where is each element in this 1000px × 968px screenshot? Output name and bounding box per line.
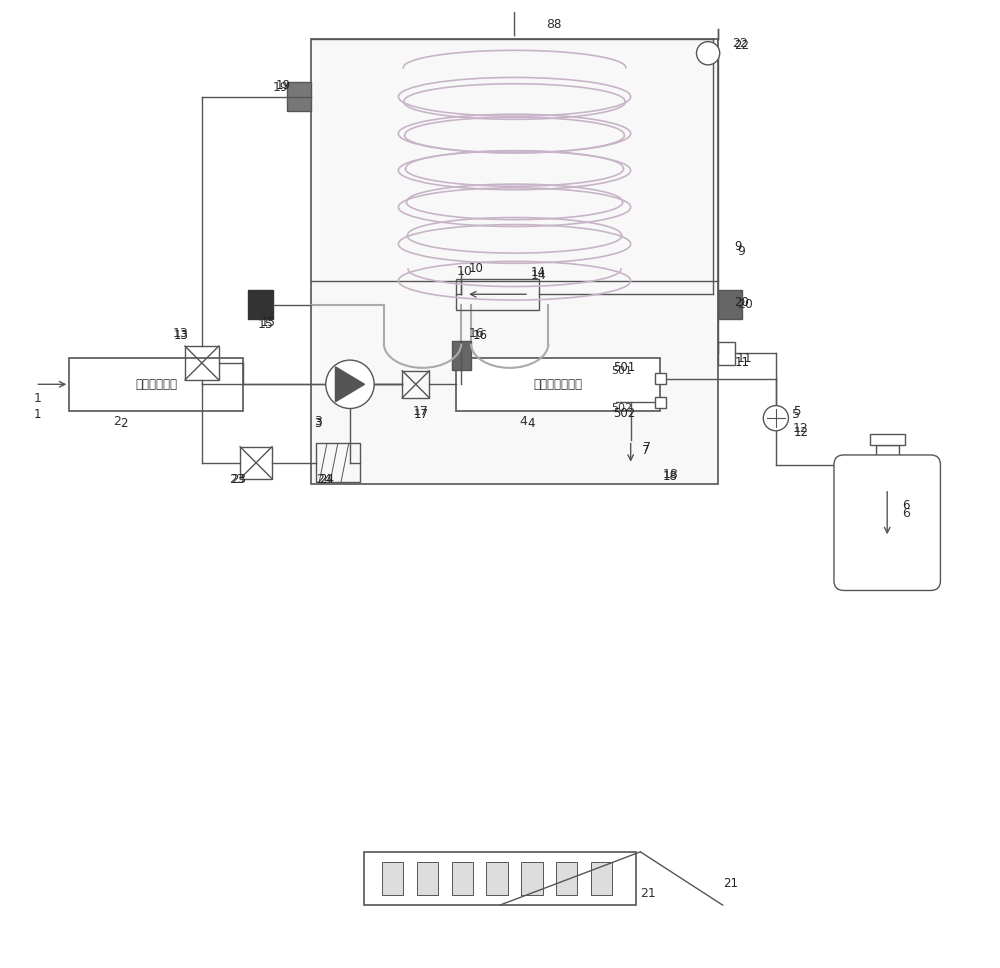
Text: 14: 14 [531, 266, 546, 280]
Bar [240, 446, 272, 478]
Text: 22: 22 [732, 37, 748, 50]
Text: 11: 11 [734, 356, 749, 370]
Text: 2: 2 [121, 417, 128, 431]
Text: 17: 17 [414, 408, 429, 421]
Circle shape [326, 360, 374, 408]
Text: 8: 8 [553, 17, 561, 31]
Text: 17: 17 [413, 405, 429, 418]
Text: 21: 21 [723, 877, 738, 891]
Text: 9: 9 [734, 240, 742, 254]
Bar [452, 341, 471, 370]
Text: 2: 2 [113, 414, 121, 428]
Text: 20: 20 [737, 298, 753, 312]
Text: 23: 23 [229, 472, 245, 486]
Bar [556, 862, 577, 895]
Bar [382, 862, 403, 895]
Bar [655, 397, 666, 408]
Bar [185, 346, 219, 379]
Bar [456, 358, 660, 411]
Text: 16: 16 [469, 327, 485, 341]
Bar [452, 862, 473, 895]
Bar [69, 358, 243, 411]
Text: 24: 24 [316, 472, 332, 486]
Text: 5: 5 [792, 408, 800, 421]
Text: 18: 18 [663, 469, 677, 483]
Text: 3: 3 [314, 417, 322, 431]
Text: 16: 16 [473, 329, 488, 343]
Text: 501: 501 [613, 361, 636, 375]
Text: 23: 23 [231, 472, 246, 486]
Text: 9: 9 [737, 245, 745, 258]
Bar [417, 862, 438, 895]
Text: 19: 19 [275, 78, 290, 92]
Circle shape [763, 406, 788, 431]
Bar [591, 862, 612, 895]
Bar [402, 371, 429, 398]
FancyBboxPatch shape [834, 455, 940, 590]
Bar [718, 290, 742, 319]
Bar [655, 373, 666, 384]
Text: 24: 24 [319, 472, 334, 486]
Text: 1: 1 [33, 408, 41, 421]
Text: 13: 13 [174, 329, 189, 343]
Bar [486, 862, 508, 895]
Polygon shape [335, 367, 364, 402]
Text: 4: 4 [519, 414, 527, 428]
Text: 502: 502 [613, 407, 636, 420]
Bar [870, 434, 905, 445]
Text: 20: 20 [734, 295, 749, 309]
Text: 6: 6 [902, 506, 910, 520]
Text: 3: 3 [314, 414, 322, 428]
Text: 14: 14 [531, 269, 547, 283]
Text: 15: 15 [258, 318, 274, 331]
Bar [248, 290, 273, 319]
Text: 12: 12 [792, 422, 808, 436]
Text: 4: 4 [527, 417, 535, 431]
Text: 5: 5 [793, 405, 801, 418]
Text: 22: 22 [734, 39, 749, 52]
Text: 前置過濾單元: 前置過濾單元 [135, 378, 177, 391]
Bar [316, 443, 360, 482]
Text: 11: 11 [736, 351, 752, 365]
Text: 502: 502 [611, 404, 632, 413]
Text: 10: 10 [469, 261, 484, 275]
Bar [287, 82, 311, 111]
Text: 15: 15 [261, 316, 276, 329]
Text: 13: 13 [173, 327, 189, 341]
Text: 6: 6 [902, 499, 909, 512]
Text: 10: 10 [456, 264, 472, 278]
Text: 7: 7 [643, 440, 651, 454]
Text: 7: 7 [642, 443, 650, 457]
Text: 18: 18 [663, 468, 678, 481]
Bar [456, 279, 539, 310]
Bar [364, 852, 636, 905]
Text: 8: 8 [546, 17, 554, 31]
Bar [718, 342, 735, 365]
Bar [311, 39, 718, 484]
Bar [876, 445, 899, 465]
Bar [521, 862, 543, 895]
Text: 1: 1 [33, 392, 41, 406]
Text: 反滲透過濾單元: 反滲透過濾單元 [534, 378, 583, 391]
Text: 12: 12 [793, 426, 808, 439]
Text: 19: 19 [273, 80, 288, 94]
Text: 501: 501 [611, 366, 632, 376]
Circle shape [697, 42, 720, 65]
Text: 21: 21 [640, 887, 656, 900]
